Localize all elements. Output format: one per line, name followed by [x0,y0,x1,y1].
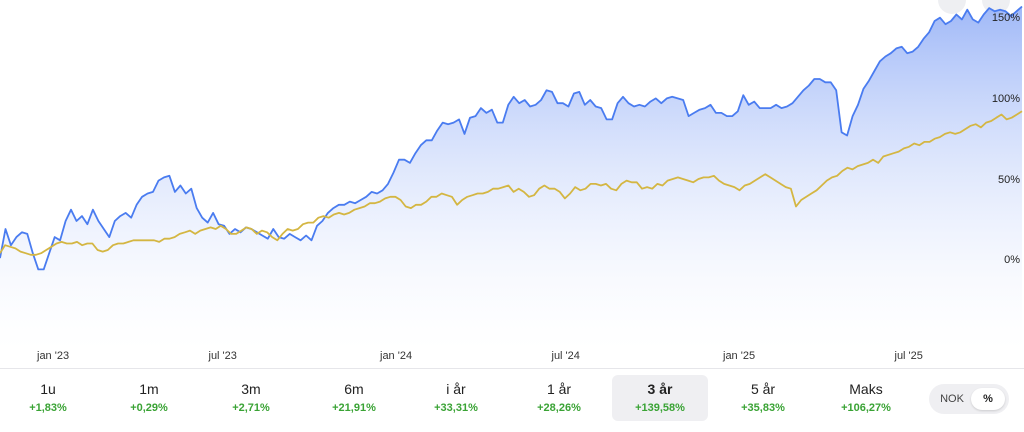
period-label: 1m [139,381,159,397]
period-selector: 1u +1,83% 1m +0,29% 3m +2,71% 6m +21,91%… [0,368,1024,432]
period-5y[interactable]: 5 år +35,83% [715,375,811,421]
x-tick-label: jul '23 [208,350,237,362]
period-return: +139,58% [635,402,685,414]
y-tick-label: 150% [991,12,1020,25]
period-3y[interactable]: 3 år +139,58% [612,375,708,421]
y-tick-label: 0% [1004,254,1020,267]
period-label: i år [446,381,466,397]
unit-percent-button[interactable]: % [971,388,1005,410]
unit-nok-button[interactable]: NOK [940,393,964,405]
period-return: +35,83% [741,402,785,414]
x-tick-label: jan '24 [380,350,413,362]
period-1u[interactable]: 1u +1,83% [0,375,96,421]
chart-option-button-1[interactable] [938,0,966,14]
y-tick-label: 100% [991,93,1020,105]
x-tick-label: jul '24 [551,350,580,362]
performance-chart [0,5,1023,350]
period-return: +28,26% [537,402,581,414]
period-1m[interactable]: 1m +0,29% [101,375,197,421]
y-tick-label: 50% [997,173,1020,186]
series-1-line [0,110,1023,256]
period-3m[interactable]: 3m +2,71% [203,375,299,421]
period-label: 1u [40,381,56,397]
unit-toggle: NOK % [929,384,1009,414]
period-label: 5 år [750,381,776,397]
x-tick-label: jan '23 [37,350,70,362]
period-return: +106,27% [841,402,891,414]
series-0-line [0,5,1023,271]
period-label: 3m [241,381,261,397]
period-return: +33,31% [434,402,478,414]
period-return: +21,91% [332,402,376,414]
period-1y[interactable]: 1 år +28,26% [511,375,607,421]
period-ytd[interactable]: i år +33,31% [408,375,504,421]
period-label: 1 år [546,381,572,397]
series-0-area [0,6,1022,350]
period-6m[interactable]: 6m +21,91% [306,375,402,421]
period-label: 3 år [647,381,673,397]
x-tick-label: jan '25 [723,350,756,362]
period-label: Maks [849,381,883,397]
period-return: +0,29% [130,402,168,414]
period-return: +2,71% [232,402,270,414]
period-max[interactable]: Maks +106,27% [818,375,914,421]
period-return: +1,83% [29,402,67,414]
period-label: 6m [344,381,364,397]
x-tick-label: jul '25 [894,350,923,362]
